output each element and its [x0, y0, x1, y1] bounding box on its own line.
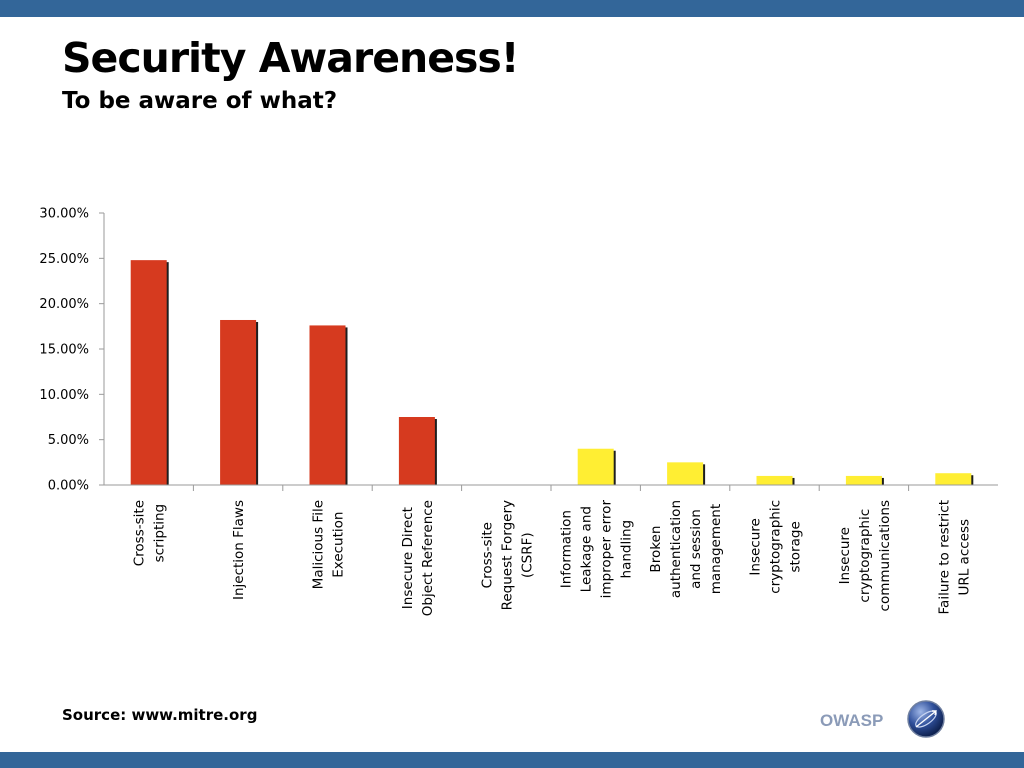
category-label: Insecure cryptographic communications: [837, 500, 893, 611]
slide-title: Security Awareness!: [62, 34, 520, 82]
slide-subtitle: To be aware of what?: [62, 88, 338, 114]
top-band: [0, 0, 1024, 17]
y-axis-ticks: 0.00% 5.00% 10.00% 15.00% 20.00% 25.00% 30.00%: [39, 207, 104, 494]
y-tick-label: 10.00%: [39, 388, 89, 403]
y-tick-label: 20.00%: [39, 297, 89, 312]
y-tick-label: 5.00%: [48, 433, 89, 448]
category-label: Cross-site scripting: [132, 500, 168, 566]
bar: [130, 260, 167, 485]
owasp-globe-icon: [907, 700, 945, 738]
bar: [398, 417, 435, 485]
x-axis-labels: Cross-site scripting Injection Flaws Malici…: [132, 500, 973, 617]
category-label: Injection Flaws: [231, 500, 247, 600]
bar: [577, 448, 614, 485]
bar: [756, 475, 793, 485]
y-tick-label: 25.00%: [39, 252, 89, 267]
y-tick-label: 30.00%: [39, 207, 89, 222]
category-label: Information Leakage and improper error hand…: [559, 500, 635, 599]
category-label: Malicious File Execution: [311, 500, 347, 589]
y-tick-label: 15.00%: [39, 343, 89, 358]
owasp-logo-text: OWASP: [820, 711, 884, 730]
category-label: Insecure cryptographic storage: [748, 500, 804, 594]
bar: [667, 462, 704, 485]
bar: [845, 475, 882, 485]
category-label: Failure to restrict URL access: [936, 500, 972, 614]
bar: [935, 473, 972, 485]
source-caption: Source: www.mitre.org: [62, 706, 258, 724]
bar: [220, 319, 257, 485]
bars: [130, 260, 974, 485]
y-tick-label: 0.00%: [48, 479, 89, 494]
bottom-band: [0, 752, 1024, 768]
bar-chart: 0.00% 5.00% 10.00% 15.00% 20.00% 25.00% 30.00%…: [39, 207, 998, 617]
category-label: Insecure Direct Object Reference: [400, 500, 436, 616]
category-label: Cross-site Request Forgery (CSRF): [479, 500, 535, 610]
category-label: Broken authentication and session managemen…: [648, 500, 724, 598]
x-axis-ticks: [192, 485, 910, 491]
bar: [309, 325, 346, 485]
